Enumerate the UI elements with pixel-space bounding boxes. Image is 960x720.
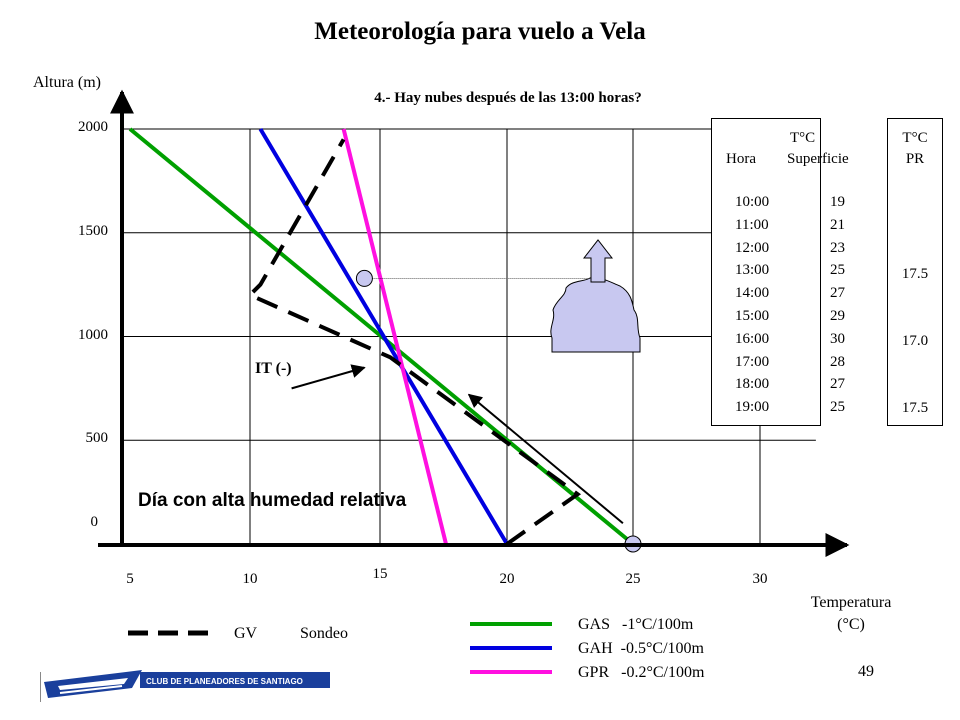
y-tick-label: 500 — [85, 430, 109, 447]
table-cell-hour: 12:00 — [735, 239, 770, 256]
table-header-tc: T°C — [790, 130, 816, 146]
page-number: 49 — [858, 663, 874, 680]
legend-graphics — [128, 622, 552, 674]
logo-wing-stripe — [58, 678, 128, 690]
pr-value: 17.5 — [901, 400, 929, 416]
table-cell-temp: 27 — [830, 285, 845, 302]
table-cell-hour: 11:00 — [735, 216, 769, 233]
logo-wing-stripe — [59, 685, 123, 694]
annotation-arrow — [467, 393, 624, 525]
x-axis-label: Temperatura (°C) — [810, 594, 892, 633]
legend-gas-label: GAS -1°C/100m — [578, 616, 694, 633]
y-tick-label: 0 — [90, 514, 99, 530]
table-cell-temp: 28 — [830, 353, 845, 370]
table-cell-temp: 19 — [830, 194, 845, 210]
table-header-surface: Superficie — [787, 151, 849, 167]
annotation-arrow — [291, 364, 366, 390]
updraft-arrow-icon — [582, 239, 614, 283]
y-tick-label: 1500 — [78, 222, 108, 239]
pr-value: 17.5 — [901, 266, 929, 282]
chart-axes — [98, 89, 850, 557]
pr-value: 17.0 — [901, 333, 929, 349]
table-cell-temp: 23 — [830, 239, 845, 256]
cloud-icon — [550, 239, 641, 353]
logo-graphic: CLUB DE PLANEADORES DE SANTIAGO — [40, 670, 330, 702]
legend-gah-label: GAH -0.5°C/100m — [578, 640, 704, 657]
legend-gpr-label: GPR -0.2°C/100m — [578, 664, 705, 681]
table-cell-hour: 18:00 — [735, 376, 770, 393]
table-cell-hour: 16:00 — [735, 330, 770, 347]
cloud-body — [550, 277, 641, 353]
table-cell-temp: 25 — [830, 262, 845, 279]
chart-series — [128, 127, 635, 546]
hour-temperature-table: T°C Hora Superficie 10:00 19 11:00 21 12:00 2… — [711, 118, 849, 426]
table-cell-hour: 14:00 — [735, 285, 770, 302]
pr-header-pr: PR — [905, 151, 925, 167]
x-tick-label: 10 — [242, 571, 258, 587]
data-point-marker — [355, 269, 373, 287]
y-tick-label: 1000 — [78, 326, 108, 343]
logo-left-rule — [40, 672, 41, 702]
table-cell-hour: 15:00 — [735, 308, 770, 324]
table-cell-temp: 30 — [830, 330, 845, 347]
table-cell-temp: 29 — [830, 308, 845, 324]
table-cell-temp: 21 — [830, 216, 845, 233]
legend-sondeo-label: Sondeo — [300, 625, 348, 642]
x-tick-label: 30 — [752, 571, 768, 587]
x-tick-label: 15 — [372, 566, 388, 582]
series-line-gah — [258, 127, 509, 546]
y-tick-label: 2000 — [78, 119, 108, 135]
legend-gv-label: GV — [234, 625, 258, 642]
pr-header-tc: T°C — [902, 130, 928, 146]
humidity-annotation: Día con alta humedad relativa — [138, 490, 407, 511]
logo-text: CLUB DE PLANEADORES DE SANTIAGO — [146, 677, 303, 686]
chart-subtitle: 4.- Hay nubes después de las 13:00 horas… — [374, 90, 642, 106]
it-annotation: IT (-) — [255, 360, 292, 377]
x-tick-label: 20 — [499, 571, 515, 587]
table-cell-temp: 25 — [830, 399, 845, 416]
page-title: Meteorología para vuelo a Vela — [314, 18, 646, 45]
table-cell-hour: 19:00 — [735, 399, 770, 416]
x-tick-label: 5 — [126, 571, 134, 587]
series-line-sondeo — [246, 138, 582, 546]
series-line-gpr — [341, 128, 448, 545]
pr-temperature-table: T°C PR 17.5 17.0 17.5 — [887, 118, 943, 426]
table-cell-hour: 17:00 — [735, 353, 770, 370]
x-tick-label: 25 — [625, 571, 641, 587]
table-header-hour: Hora — [726, 151, 756, 167]
y-axis-label: Altura (m) — [33, 74, 101, 91]
table-cell-temp: 27 — [830, 376, 845, 393]
table-cell-hour: 13:00 — [735, 262, 770, 279]
table-cell-hour: 10:00 — [735, 194, 770, 210]
logo-text-band — [140, 672, 330, 688]
